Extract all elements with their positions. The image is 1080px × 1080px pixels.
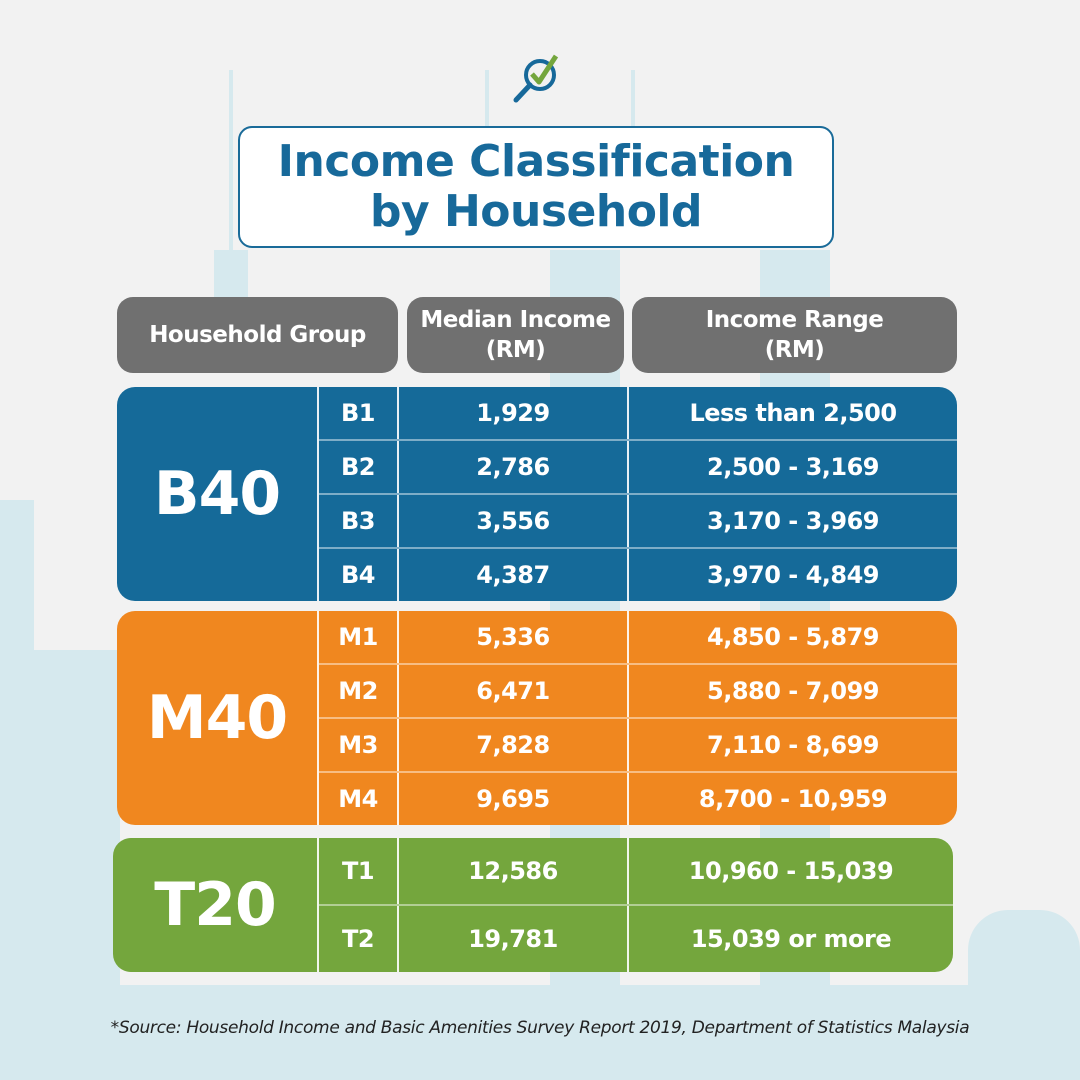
table-row: B1 1,929 Less than 2,500 [319, 387, 957, 439]
median-cell: 12,586 [399, 838, 629, 904]
median-cell: 3,556 [399, 495, 629, 547]
range-cell: 10,960 - 15,039 [688, 857, 894, 885]
code-cell: T2 [319, 906, 399, 972]
range-cell: 5,880 - 7,099 [707, 677, 880, 705]
table-row: B4 4,387 3,970 - 4,849 [319, 547, 957, 601]
median-cell: 7,828 [399, 719, 629, 771]
code-cell: M3 [319, 719, 399, 771]
table-row: B2 2,786 2,500 - 3,169 [319, 439, 957, 493]
range-cell: 15,039 or more [690, 925, 892, 953]
table-row: M2 6,471 5,880 - 7,099 [319, 663, 957, 717]
table-row: M4 9,695 8,700 - 10,959 [319, 771, 957, 825]
median-cell: 2,786 [399, 441, 629, 493]
group-label: M40 [117, 611, 319, 825]
median-cell: 19,781 [399, 906, 629, 972]
code-cell: M1 [319, 611, 399, 663]
code-cell: B2 [319, 441, 399, 493]
median-cell: 9,695 [399, 773, 629, 825]
range-cell: 3,170 - 3,969 [707, 507, 880, 535]
range-cell: 4,850 - 5,879 [707, 623, 880, 651]
table-row: T1 12,586 10,960 - 15,039 [319, 838, 953, 904]
group-t20: T20 T1 12,586 10,960 - 15,039 T2 19,781 … [113, 838, 953, 972]
median-cell: 1,929 [399, 387, 629, 439]
group-label: T20 [113, 838, 319, 972]
table-row: B3 3,556 3,170 - 3,969 [319, 493, 957, 547]
table-row: T2 19,781 15,039 or more [319, 904, 953, 972]
range-cell: 2,500 - 3,169 [707, 453, 880, 481]
code-cell: M2 [319, 665, 399, 717]
group-m40: M40 M1 5,336 4,850 - 5,879 M2 6,471 5,88… [117, 611, 957, 825]
range-cell: 3,970 - 4,849 [707, 561, 880, 589]
page-title: Income Classification by Household [238, 126, 834, 248]
median-cell: 4,387 [399, 549, 629, 601]
range-cell: Less than 2,500 [689, 399, 897, 427]
range-cell: 7,110 - 8,699 [707, 731, 880, 759]
code-cell: B3 [319, 495, 399, 547]
code-cell: T1 [319, 838, 399, 904]
title-line-1: Income Classification [277, 136, 795, 187]
range-cell: 8,700 - 10,959 [698, 785, 888, 813]
median-cell: 6,471 [399, 665, 629, 717]
table-row: M3 7,828 7,110 - 8,699 [319, 717, 957, 771]
median-cell: 5,336 [399, 611, 629, 663]
magnifier-check-icon [513, 54, 559, 103]
code-cell: M4 [319, 773, 399, 825]
source-note: *Source: Household Income and Basic Amen… [110, 1018, 970, 1038]
column-header-household-group: Household Group [117, 297, 398, 373]
table-row: M1 5,336 4,850 - 5,879 [319, 611, 957, 663]
group-b40: B40 B1 1,929 Less than 2,500 B2 2,786 2,… [117, 387, 957, 601]
group-label: B40 [117, 387, 319, 601]
column-header-median-income: Median Income (RM) [407, 297, 624, 373]
code-cell: B1 [319, 387, 399, 439]
title-line-2: by Household [369, 186, 703, 237]
code-cell: B4 [319, 549, 399, 601]
column-header-income-range: Income Range (RM) [632, 297, 957, 373]
